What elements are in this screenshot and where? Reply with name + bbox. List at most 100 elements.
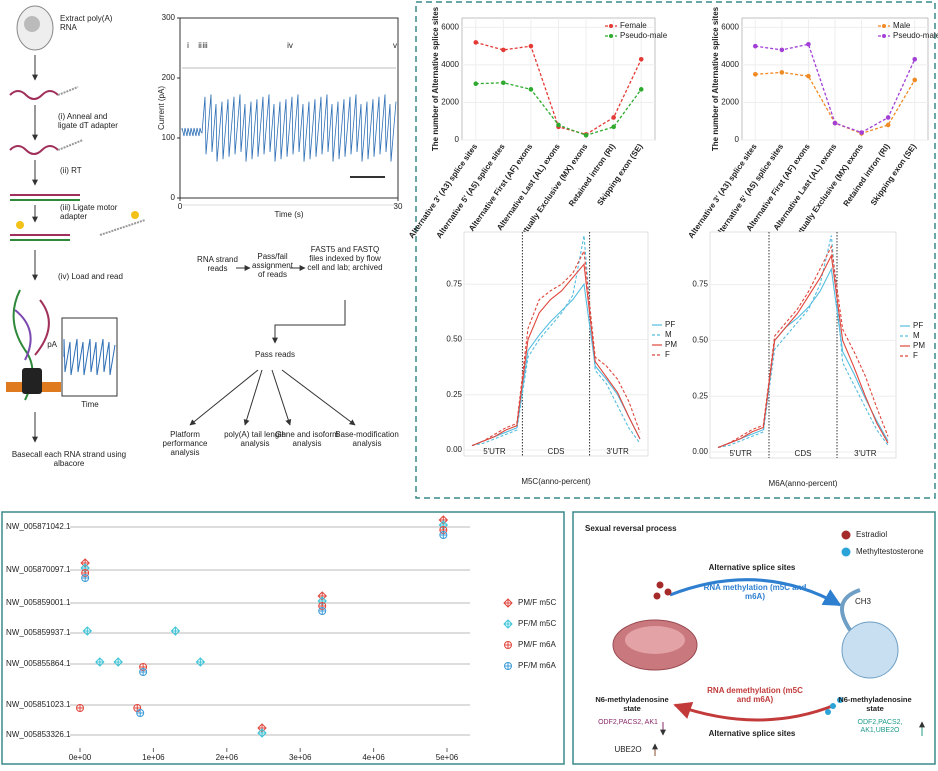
- legend-label: Female: [620, 21, 647, 30]
- workflow-step-box: Extract poly(A) RNA: [60, 14, 112, 32]
- region-label: CDS: [795, 449, 812, 458]
- legend-label: F: [665, 350, 670, 359]
- point: [503, 598, 513, 608]
- x-tick-label: 0: [178, 202, 183, 211]
- y-tick-label: NW_005859001.1: [6, 598, 71, 607]
- y-tick-label: 0: [455, 135, 460, 144]
- workflow-step-box: (iv) Load and read: [58, 272, 123, 281]
- series-line: [717, 267, 889, 449]
- region-label: 5'UTR: [483, 447, 506, 456]
- y-tick-label: 0.50: [692, 336, 708, 345]
- workflow-step: (iii) Ligate motor adapter: [60, 203, 118, 222]
- panel-title: Sexual reversal process: [585, 524, 677, 533]
- legend-label: Pseudo-male: [620, 31, 668, 40]
- pipeline-node-box: FAST5 and FASTQ files indexed by flow ce…: [307, 245, 383, 273]
- point: [82, 626, 93, 636]
- legend-label: Male: [893, 21, 911, 30]
- point: [638, 87, 644, 92]
- x-tick-label: 1e+06: [142, 753, 165, 762]
- workflow-step: Basecall each RNA strand using albacore: [11, 450, 127, 469]
- label: Alternative splice sites: [709, 729, 796, 738]
- point: [501, 47, 506, 53]
- workflow-step-box: (i) Anneal and ligate dT adapter: [58, 112, 118, 131]
- point: [81, 574, 90, 582]
- legend-label: PM: [913, 341, 925, 350]
- gene-label-box: ODF2,PACS2, AK1,UBE2O: [858, 719, 903, 734]
- x-tick-label: 4e+06: [362, 753, 385, 762]
- label: Time: [81, 400, 99, 409]
- y-tick-label: NW_005870097.1: [6, 565, 71, 574]
- demethylation-label: RNA demethylation (m5C and m6A): [707, 686, 803, 705]
- plot-area: [463, 231, 649, 457]
- workflow-step-box: (ii) RT: [60, 166, 82, 175]
- gene-label-box: ODF2,PACS2, AK1: [598, 719, 658, 726]
- series-line: [471, 262, 641, 447]
- legend-label: PF/M m5C: [518, 619, 556, 628]
- y-tick-label: 200: [162, 73, 176, 82]
- point: [885, 115, 891, 120]
- axis-label: The number of Alternative splice sites: [431, 6, 440, 151]
- state-label: N6-methyladenosine state: [838, 696, 912, 713]
- pipeline-node-box: Pass reads: [255, 350, 295, 359]
- state-label-box: N6-methyladenosine state: [838, 696, 912, 713]
- point: [113, 657, 123, 667]
- label: pA: [47, 340, 57, 349]
- pipeline-output: Base-modification analysis: [335, 430, 399, 449]
- y-tick-label: 4000: [441, 60, 459, 69]
- x-tick-label: 30: [394, 202, 403, 211]
- pipeline-output: poly(A) tail length analysis: [224, 430, 286, 449]
- region-label: 3'UTR: [854, 449, 877, 458]
- y-tick-label: NW_005855864.1: [6, 659, 71, 668]
- pipeline-node: Pass/fail assignment of reads: [252, 252, 293, 280]
- point: [170, 626, 181, 636]
- marker-label: ii: [198, 41, 202, 50]
- demethylation-label-box: RNA demethylation (m5C and m6A): [707, 686, 803, 705]
- legend-dot: [609, 34, 613, 38]
- point: [504, 641, 513, 649]
- point: [806, 41, 811, 47]
- point: [501, 80, 506, 86]
- legend-label: M: [913, 331, 920, 340]
- region-label: 5'UTR: [729, 449, 752, 458]
- y-tick-label: 2000: [441, 98, 459, 107]
- y-tick-label: 0: [735, 135, 740, 144]
- legend-label: Methyltestosterone: [856, 547, 924, 556]
- point: [885, 122, 891, 128]
- y-tick-label: 0.75: [692, 280, 708, 289]
- legend-dot: [882, 34, 886, 38]
- legend-label: PF: [913, 321, 923, 330]
- workflow-step: (ii) RT: [60, 166, 82, 175]
- point: [257, 728, 267, 738]
- point: [779, 47, 785, 53]
- legend-label: PM: [665, 340, 677, 349]
- axis-label: The number of Alternative splice sites: [711, 6, 720, 151]
- legend-label: M: [665, 330, 672, 339]
- y-tick-label: 4000: [721, 60, 739, 69]
- pipeline-output-box: Gene and isoform analysis: [275, 430, 339, 448]
- point: [528, 87, 534, 92]
- reversal-frame: [572, 511, 936, 765]
- point: [473, 40, 479, 45]
- point: [556, 122, 561, 128]
- point: [806, 73, 811, 79]
- y-tick-label: 0.25: [692, 391, 708, 400]
- x-tick-label: 0e+00: [69, 753, 92, 762]
- gene-label: ODF2,PACS2, AK1: [598, 719, 658, 726]
- dashed-frame: [415, 1, 936, 499]
- pipeline-node: FAST5 and FASTQ files indexed by flow ce…: [307, 245, 383, 273]
- legend-label: PM/F m6A: [518, 640, 556, 649]
- point: [583, 133, 589, 138]
- point: [95, 657, 105, 667]
- legend-label: PF: [665, 320, 675, 329]
- ch3-label: CH3: [855, 597, 872, 606]
- point: [832, 120, 838, 126]
- legend-label: F: [913, 351, 918, 360]
- point: [504, 662, 513, 670]
- legend-dot: [609, 24, 613, 28]
- pipeline-output-box: poly(A) tail length analysis: [224, 430, 286, 449]
- series-line: [717, 253, 889, 449]
- point: [439, 531, 448, 539]
- workflow-step: (i) Anneal and ligate dT adapter: [58, 112, 118, 131]
- point: [139, 668, 148, 676]
- series-line: [717, 235, 889, 449]
